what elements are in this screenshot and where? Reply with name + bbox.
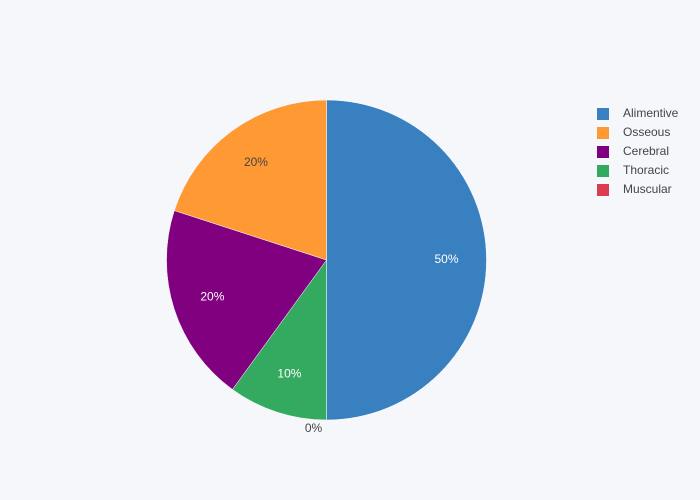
slice-label-alimentive: 50% <box>434 252 458 266</box>
legend-label: Cerebral <box>623 144 669 158</box>
slice-label-osseous: 20% <box>244 155 268 169</box>
pie-slice-thoracic[interactable] <box>232 259 327 421</box>
pie-slice-osseous[interactable] <box>174 99 327 261</box>
legend-label: Alimentive <box>623 106 679 120</box>
legend-swatch <box>597 184 609 196</box>
legend-item-cerebral[interactable]: Cerebral <box>597 144 669 158</box>
legend-swatch <box>597 108 609 120</box>
legend-label: Muscular <box>623 182 672 196</box>
legend-swatch <box>597 165 609 177</box>
pie-slice-cerebral[interactable] <box>166 210 327 390</box>
legend-item-thoracic[interactable]: Thoracic <box>597 163 669 177</box>
legend-label: Thoracic <box>623 163 669 177</box>
legend-label: Osseous <box>623 125 670 139</box>
slice-label-cerebral: 20% <box>200 289 224 303</box>
slice-label-muscular: 0% <box>305 421 323 435</box>
legend-swatch <box>597 146 609 158</box>
pie-slice-alimentive[interactable] <box>326 99 487 421</box>
slice-label-thoracic: 10% <box>277 366 301 380</box>
legend-swatch <box>597 127 609 139</box>
legend-item-muscular[interactable]: Muscular <box>597 182 672 196</box>
legend-item-osseous[interactable]: Osseous <box>597 125 670 139</box>
legend-item-alimentive[interactable]: Alimentive <box>597 106 679 120</box>
